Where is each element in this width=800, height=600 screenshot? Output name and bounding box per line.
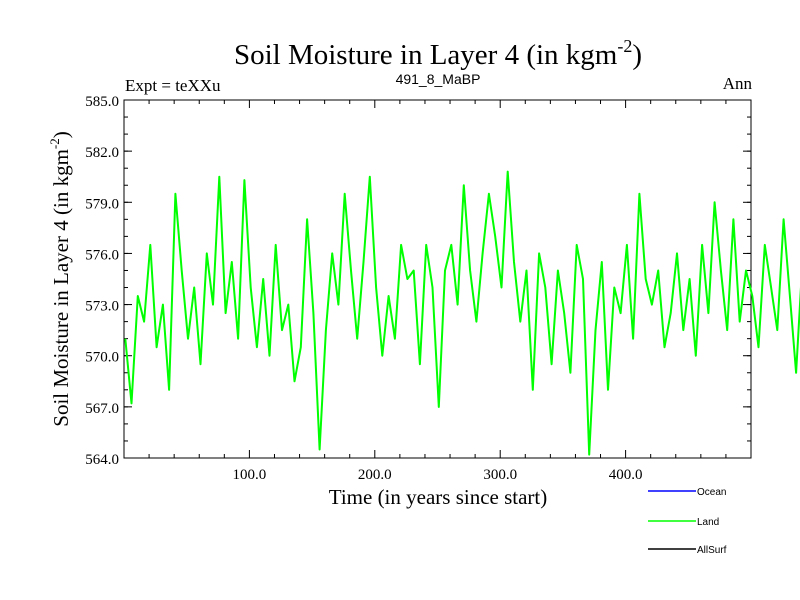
series-line-land bbox=[124, 170, 800, 456]
y-axis-label: Soil Moisture in Layer 4 (in kgm-2) bbox=[47, 131, 73, 426]
y-axis-label-sup: -2 bbox=[47, 138, 62, 149]
subtitle-expt: Expt = teXXu bbox=[125, 76, 221, 95]
plot-frame bbox=[123, 99, 752, 459]
x-axis-label: Time (in years since start) bbox=[329, 485, 548, 509]
y-tick-label: 573.0 bbox=[85, 299, 119, 315]
y-tick-label: 570.0 bbox=[85, 350, 119, 366]
x-tick-label: 100.0 bbox=[233, 467, 267, 483]
y-tick-label: 579.0 bbox=[85, 196, 119, 212]
chart-title-sup: -2 bbox=[617, 36, 632, 56]
legend-label-ocean: Ocean bbox=[697, 487, 726, 498]
x-axis: 100.0 200.0 300.0 400.0 bbox=[148, 100, 727, 483]
legend-label-allsurf: AllSurf bbox=[697, 545, 727, 556]
y-axis-label-main: Soil Moisture in Layer 4 (in kgm bbox=[49, 149, 73, 427]
subtitle-center: 491_8_MaBP bbox=[396, 71, 481, 87]
subtitle-season: Ann bbox=[723, 74, 753, 93]
chart-title-main: Soil Moisture in Layer 4 (in kgm bbox=[234, 39, 618, 71]
y-tick-label: 567.0 bbox=[85, 401, 119, 417]
chart-title-close: ) bbox=[632, 39, 642, 71]
y-tick-label: 582.0 bbox=[85, 145, 119, 161]
legend-label-land: Land bbox=[697, 517, 719, 528]
x-tick-label: 200.0 bbox=[358, 467, 392, 483]
y-tick-label: 576.0 bbox=[85, 247, 119, 263]
y-tick-label: 564.0 bbox=[85, 452, 119, 468]
y-axis: 564.0 567.0 570.0 573.0 576.0 579.0 582.0 585.0 bbox=[85, 94, 751, 468]
y-axis-label-close: ) bbox=[49, 131, 73, 138]
y-tick-label: 585.0 bbox=[85, 94, 119, 110]
legend: Ocean Land AllSurf bbox=[648, 487, 727, 556]
x-tick-label: 400.0 bbox=[609, 467, 643, 483]
chart-title: Soil Moisture in Layer 4 (in kgm-2) bbox=[234, 36, 642, 71]
x-tick-label: 300.0 bbox=[483, 467, 517, 483]
